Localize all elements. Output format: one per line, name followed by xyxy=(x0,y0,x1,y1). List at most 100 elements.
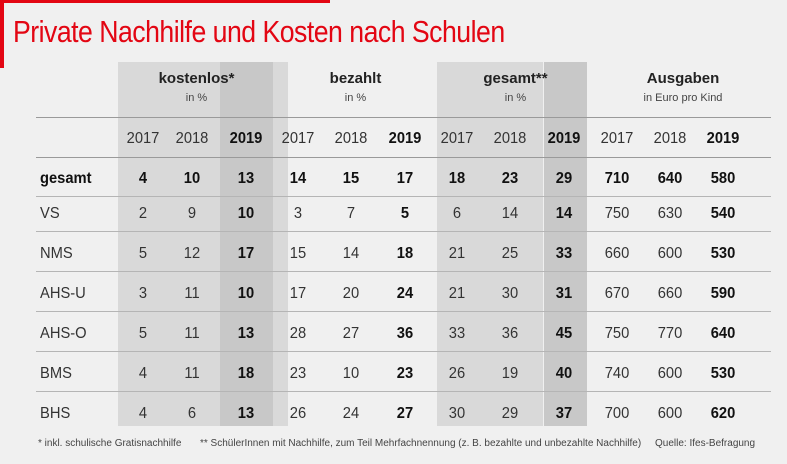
table-cell: 15 xyxy=(342,170,360,187)
table-cell: 670 xyxy=(604,285,630,302)
year-header: 2017 xyxy=(600,130,634,147)
year-header: 2017 xyxy=(440,130,474,147)
table-cell: 660 xyxy=(657,285,683,302)
table-cell: 4 xyxy=(138,405,148,422)
row-label: NMS xyxy=(40,245,73,262)
footnote-1: * inkl. schulische Gratisnachhilfe xyxy=(38,438,182,449)
table-cell: 3 xyxy=(138,285,148,302)
table-cell: 11 xyxy=(184,285,200,302)
table-cell: 3 xyxy=(293,205,303,222)
year-header: 2019 xyxy=(388,130,422,147)
column-shade-3 xyxy=(544,62,587,426)
table-cell: 17 xyxy=(289,285,307,302)
table-cell: 620 xyxy=(710,405,736,422)
table-cell: 30 xyxy=(448,405,466,422)
table-cell: 20 xyxy=(342,285,360,302)
group-header-label: Ausgaben xyxy=(646,70,720,87)
year-header: 2018 xyxy=(175,130,209,147)
page-title: Private Nachhilfe und Kosten nach Schule… xyxy=(13,14,505,49)
table-cell: 18 xyxy=(396,245,414,262)
table-cell: 40 xyxy=(555,365,573,382)
group-header-unit: in % xyxy=(344,92,367,104)
table-cell: 21 xyxy=(448,245,466,262)
year-header: 2018 xyxy=(493,130,527,147)
table-cell: 18 xyxy=(237,365,255,382)
column-shade-1 xyxy=(220,62,273,426)
row-divider xyxy=(36,231,771,232)
table-cell: 24 xyxy=(396,285,414,302)
table-cell: 9 xyxy=(187,205,197,222)
table-cell: 590 xyxy=(710,285,736,302)
table-cell: 26 xyxy=(289,405,307,422)
table-cell: 29 xyxy=(501,405,519,422)
table-cell: 530 xyxy=(710,365,736,382)
table-cell: 630 xyxy=(657,205,683,222)
table-cell: 23 xyxy=(501,170,519,187)
year-header: 2017 xyxy=(126,130,160,147)
row-divider xyxy=(36,351,771,352)
row-label: VS xyxy=(40,205,60,222)
row-label: BMS xyxy=(40,365,72,382)
row-divider xyxy=(36,391,771,392)
table-cell: 14 xyxy=(501,205,519,222)
table-cell: 530 xyxy=(710,245,736,262)
group-header: Ausgaben in Euro pro Kind xyxy=(595,70,771,104)
group-header-label: kostenlos* xyxy=(158,70,235,87)
table-cell: 580 xyxy=(710,170,736,187)
table-cell: 700 xyxy=(604,405,630,422)
table-cell: 600 xyxy=(657,245,683,262)
table-cell: 600 xyxy=(657,365,683,382)
row-label: BHS xyxy=(40,405,71,422)
table-cell: 770 xyxy=(657,325,683,342)
table-cell: 21 xyxy=(448,285,466,302)
table-cell: 2 xyxy=(138,205,148,222)
table-cell: 640 xyxy=(710,325,736,342)
table-cell: 13 xyxy=(237,325,255,342)
table-cell: 12 xyxy=(183,245,201,262)
row-divider xyxy=(36,311,771,312)
table-cell: 31 xyxy=(555,285,573,302)
group-header-unit: in % xyxy=(504,92,527,104)
table-cell: 14 xyxy=(289,170,307,187)
table-cell: 26 xyxy=(448,365,466,382)
table-cell: 13 xyxy=(237,170,255,187)
table-cell: 10 xyxy=(237,205,255,222)
table-cell: 37 xyxy=(555,405,573,422)
group-header-unit: in % xyxy=(185,92,208,104)
table-cell: 640 xyxy=(657,170,683,187)
table-cell: 15 xyxy=(289,245,307,262)
table-cell: 710 xyxy=(604,170,630,187)
table-cell: 19 xyxy=(501,365,519,382)
table-cell: 23 xyxy=(396,365,414,382)
table-cell: 28 xyxy=(289,325,307,342)
table-cell: 33 xyxy=(555,245,573,262)
accent-line xyxy=(0,0,330,3)
group-header: bezahlt in % xyxy=(275,70,436,104)
table-cell: 750 xyxy=(604,325,630,342)
table-cell: 17 xyxy=(396,170,414,187)
group-header: gesamt** in % xyxy=(436,70,595,104)
year-header: 2019 xyxy=(706,130,740,147)
table-cell: 6 xyxy=(187,405,197,422)
table-cell: 5 xyxy=(138,245,148,262)
table-cell: 14 xyxy=(555,205,573,222)
year-header: 2018 xyxy=(653,130,687,147)
table-cell: 24 xyxy=(342,405,360,422)
table-cell: 45 xyxy=(555,325,573,342)
table-cell: 5 xyxy=(400,205,410,222)
table-cell: 4 xyxy=(138,170,148,187)
table-cell: 10 xyxy=(342,365,360,382)
table-cell: 10 xyxy=(237,285,255,302)
table-cell: 540 xyxy=(710,205,736,222)
row-label: AHS-U xyxy=(40,285,86,302)
row-label: gesamt xyxy=(40,170,92,187)
table-cell: 5 xyxy=(138,325,148,342)
row-divider xyxy=(36,196,771,197)
row-divider xyxy=(36,271,771,272)
year-header: 2019 xyxy=(229,130,263,147)
year-header: 2017 xyxy=(281,130,315,147)
table-cell: 17 xyxy=(237,245,255,262)
table-cell: 740 xyxy=(604,365,630,382)
table-cell: 29 xyxy=(555,170,573,187)
table-cell: 36 xyxy=(501,325,519,342)
